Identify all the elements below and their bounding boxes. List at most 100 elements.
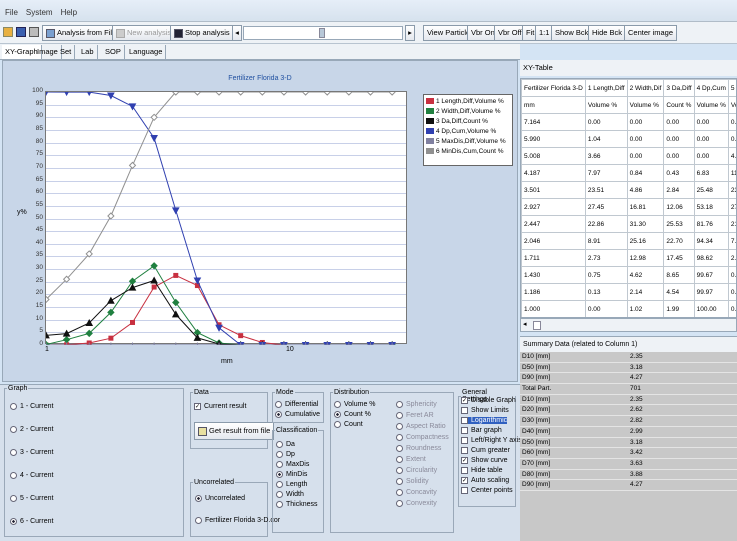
table-cell[interactable]: 94.34 [693,232,729,250]
table-cell[interactable]: 16.81 [626,198,665,216]
scrollbar-thumb[interactable] [319,28,325,38]
frame-scrollbar[interactable] [243,26,403,40]
table-cell[interactable]: 11.07 [727,164,736,182]
row-header[interactable]: 5.990 [521,130,586,148]
table-cell[interactable]: 0.00 [663,113,695,131]
table-cell[interactable]: Volume % [727,96,736,114]
hide-bck-button[interactable]: Hide Bck [588,25,627,41]
table-cell[interactable]: Count % [663,96,695,114]
setting-show-limits-checkbox[interactable]: Show Limits [461,407,509,414]
shape-compactness-radio[interactable]: Compactness [396,434,449,441]
shape-solidity-radio[interactable]: Solidity [396,478,429,485]
column-header[interactable]: 4 Dp,Cum [693,79,729,97]
scroll-right-button[interactable]: ▸ [405,25,415,41]
setting-auto-scaling-checkbox[interactable]: ✓ Auto scaling [461,477,510,484]
menu-system[interactable]: System [25,8,53,17]
tab-sop[interactable]: SOP [102,45,125,59]
table-cell[interactable]: 12.98 [626,249,665,267]
table-cell[interactable]: 2.73 [584,249,628,267]
graph-option-3[interactable]: 3 - Current [10,449,53,456]
table-cell[interactable]: Volume % [626,96,665,114]
row-header[interactable]: 3.501 [521,181,586,199]
tab-language[interactable]: Language [126,45,167,59]
table-cell[interactable]: 99.97 [693,283,729,301]
column-header[interactable]: 5 MaxDis [727,79,736,97]
column-header[interactable]: 1 Length,Diff [584,79,628,97]
table-cell[interactable]: 31.30 [626,215,665,233]
table-cell[interactable]: 25.16 [626,232,665,250]
table-cell[interactable]: 25.48 [693,181,729,199]
setting-bar-graph-checkbox[interactable]: Bar graph [461,427,502,434]
row-header[interactable]: mm [521,96,586,114]
table-cell[interactable]: 21.66 [727,215,736,233]
table-cell[interactable]: 2.84 [663,181,695,199]
table-cell[interactable]: 81.76 [693,215,729,233]
tab-lab[interactable]: Lab [78,45,98,59]
graph-option-1[interactable]: 1 - Current [10,403,53,410]
table-cell[interactable]: 0.00 [626,130,665,148]
row-header[interactable]: 4.187 [521,164,586,182]
table-cell[interactable]: 0.00 [693,130,729,148]
table-cell[interactable]: 4.54 [663,283,695,301]
table-cell[interactable]: 98.62 [693,249,729,267]
distribution-option-3-radio[interactable]: Count [334,421,363,428]
column-header[interactable]: 2 Width,Dif [626,79,665,97]
shape-convexity-radio[interactable]: Convexity [396,500,437,507]
table-cell[interactable]: 0.00 [663,147,695,165]
row-header[interactable]: 1.186 [521,283,586,301]
current-result-checkbox[interactable]: ✓ Current result [194,403,247,410]
classification-mindis-radio[interactable]: MinDis [276,471,307,478]
row-header[interactable]: 1.711 [521,249,586,267]
table-cell[interactable]: 23.51 [584,181,628,199]
tab-image[interactable]: Image [34,45,62,59]
setting-center-points-checkbox[interactable]: Center points [461,487,513,494]
correlated-file-radio[interactable]: Fertilizer Florida 3-D.cor [195,517,280,524]
table-cell[interactable]: 27.45 [584,198,628,216]
distribution-option-2-radio[interactable]: Count % [334,411,371,418]
table-cell[interactable]: 2.14 [626,283,665,301]
classification-width-radio[interactable]: Width [276,491,304,498]
classification-dp-radio[interactable]: Dp [276,451,295,458]
table-cell[interactable]: 100.00 [693,300,729,317]
table-cell[interactable]: 17.45 [663,249,695,267]
menu-file[interactable]: File [5,8,18,17]
row-header[interactable]: 5.008 [521,147,586,165]
table-cell[interactable]: 0.84 [626,164,665,182]
row-header[interactable]: 2.927 [521,198,586,216]
table-cell[interactable]: 3.66 [584,147,628,165]
vbr-off-button[interactable]: Vbr Off [494,25,526,41]
table-cell[interactable]: 6.83 [693,164,729,182]
column-header[interactable]: 3 Da,Diff [663,79,695,97]
table-cell[interactable]: 1.02 [626,300,665,317]
plot-area[interactable] [45,91,407,345]
classification-thickness-radio[interactable]: Thickness [276,501,318,508]
table-cell[interactable]: 0.11 [727,283,736,301]
scroll-left-button[interactable]: ◂ [232,25,242,41]
shape-roundness-radio[interactable]: Roundness [396,445,441,452]
table-cell[interactable]: 22.86 [584,215,628,233]
table-cell[interactable]: 0.00 [584,300,628,317]
table-cell[interactable]: 0.00 [584,113,628,131]
save-icon[interactable] [16,27,26,37]
classification-maxdis-radio[interactable]: MaxDis [276,461,309,468]
shape-aspect-ratio-radio[interactable]: Aspect Ratio [396,423,446,430]
open-folder-icon[interactable] [3,27,13,37]
table-cell[interactable]: 23.92 [727,181,736,199]
tab-xy-graph[interactable]: XY-Graph [2,45,42,59]
row-header[interactable]: 1.430 [521,266,586,284]
setting-show-curve-checkbox[interactable]: ✓ Show curve [461,457,508,464]
scrollbar-thumb[interactable] [533,321,541,330]
uncorrelated-radio[interactable]: Uncorrelated [195,495,245,502]
table-cell[interactable]: 0.00 [693,113,729,131]
shape-extent-radio[interactable]: Extent [396,456,426,463]
print-icon[interactable] [29,27,39,37]
table-cell[interactable]: 4.62 [626,266,665,284]
classification-length-radio[interactable]: Length [276,481,307,488]
row-header[interactable]: 7.164 [521,113,586,131]
table-horizontal-scrollbar[interactable]: ◂ [520,318,737,332]
distribution-option-1-radio[interactable]: Volume % [334,401,376,408]
table-cell[interactable]: 0.87 [727,130,736,148]
setting-left-right-y-axis-checkbox[interactable]: Left/Right Y axis [461,437,522,444]
row-header[interactable]: 2.447 [521,215,586,233]
table-cell[interactable]: 8.65 [663,266,695,284]
